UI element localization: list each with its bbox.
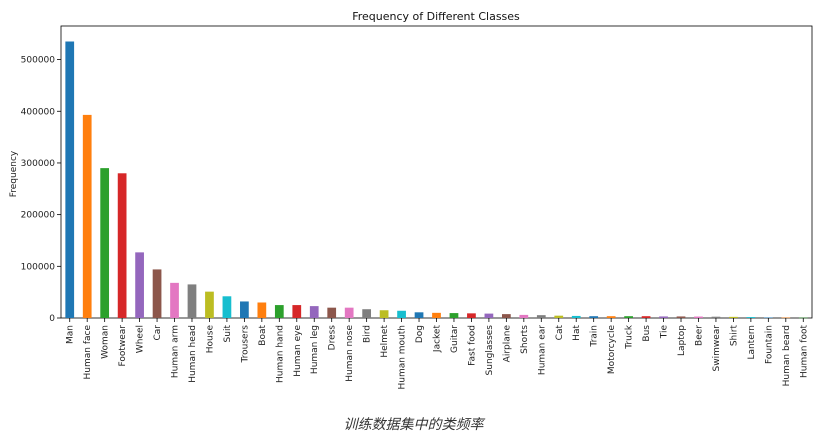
bar: [536, 315, 546, 318]
bar: [624, 316, 633, 318]
bar: [379, 310, 389, 318]
x-tick-label: Footwear: [118, 325, 128, 367]
bar: [746, 317, 756, 318]
x-tick-label: Beer: [694, 325, 704, 346]
bar: [414, 312, 424, 318]
bar: [240, 301, 249, 318]
x-tick-label: Guitar: [450, 325, 460, 353]
x-tick-label: Human mouth: [398, 325, 408, 390]
y-tick-label: 200000: [21, 211, 56, 221]
x-tick-label: Fountain: [764, 325, 774, 364]
bar: [344, 307, 354, 318]
bar: [362, 309, 372, 318]
x-tick-label: Bus: [642, 325, 652, 342]
x-tick-label: Wheel: [136, 325, 146, 353]
x-tick-label: Boat: [258, 325, 268, 346]
bar: [205, 291, 214, 318]
y-axis-label: Frequency: [9, 150, 19, 197]
x-tick-label: Truck: [625, 324, 635, 350]
bar: [467, 313, 476, 318]
bar: [729, 316, 738, 318]
x-tick-label: Dog: [415, 325, 425, 343]
bar: [449, 313, 459, 318]
x-tick-label: Trousers: [240, 325, 250, 364]
bar: [187, 284, 197, 318]
x-tick-label: House: [205, 325, 215, 354]
y-tick-label: 100000: [21, 262, 56, 272]
bar: [589, 316, 599, 318]
bar: [397, 310, 406, 318]
y-tick-label: 400000: [21, 107, 56, 117]
x-tick-label: Shorts: [520, 325, 530, 354]
bar: [484, 313, 494, 318]
x-tick-label: Sunglasses: [485, 325, 495, 376]
x-tick-label: Train: [590, 325, 600, 348]
x-tick-label: Man: [66, 325, 76, 344]
bar: [711, 316, 721, 318]
x-tick-label: Airplane: [502, 325, 512, 363]
bar: [571, 315, 581, 318]
x-tick-label: Human leg: [310, 325, 320, 374]
x-tick-label: Helmet: [380, 325, 390, 358]
axes-frame: [60, 25, 813, 319]
x-tick-label: Fast food: [467, 325, 477, 366]
x-tick-label: Human hand: [275, 325, 285, 383]
bar: [309, 306, 319, 318]
bar: [554, 315, 564, 318]
x-tick-label: Bird: [363, 325, 373, 343]
x-tick-label: Woman: [101, 325, 111, 359]
chart-title: Frequency of Different Classes: [352, 10, 520, 23]
y-tick-label: 300000: [21, 159, 56, 169]
x-tick-label: Lantern: [747, 325, 757, 360]
x-tick-label: Car: [153, 325, 163, 341]
bar: [432, 312, 441, 318]
bar: [152, 269, 162, 318]
x-tick-label: Hat: [572, 325, 582, 341]
bar: [170, 282, 179, 318]
bar: [641, 316, 651, 318]
x-tick-label: Jacket: [433, 325, 443, 354]
x-tick-label: Tie: [660, 325, 670, 340]
bar: [327, 307, 337, 318]
x-tick-label: Suit: [223, 325, 233, 343]
bar: [694, 316, 703, 318]
plot-area: 0 100000 200000 300000 400000 500000 Man Human …: [21, 25, 813, 390]
x-tick-label: Cat: [555, 325, 565, 341]
bar: [659, 316, 668, 318]
x-tick-label: Human ear: [537, 325, 547, 375]
x-tick-label: Human eye: [293, 325, 303, 377]
x-tick-label: Human head: [188, 325, 198, 383]
bar: [82, 114, 92, 319]
x-tick-label: Swimwear: [712, 325, 722, 372]
x-tick-label: Human arm: [171, 325, 181, 378]
x-tick-label: Shirt: [729, 325, 739, 347]
bar: [274, 305, 284, 318]
y-tick-label: 0: [49, 314, 55, 324]
bar: [763, 317, 773, 318]
bar: [781, 317, 791, 319]
bar: [222, 296, 232, 318]
x-tick-label: Human beard: [782, 325, 792, 386]
x-tick-label: Human foot: [799, 325, 809, 379]
bar: [65, 41, 75, 318]
x-tick-label: Dress: [328, 325, 338, 351]
bar: [676, 316, 686, 318]
figure-caption: 训练数据集中的类频率: [343, 417, 484, 433]
bar: [117, 173, 127, 318]
x-tick-label: Laptop: [677, 325, 687, 356]
y-tick-label: 500000: [21, 56, 56, 66]
bar: [257, 302, 267, 318]
bar: [501, 314, 511, 318]
x-tick-label: Human nose: [345, 325, 355, 382]
bar-chart: 0 100000 200000 300000 400000 500000 Man Human …: [9, 10, 813, 390]
bar: [135, 252, 144, 318]
x-tick-label: Motorcycle: [607, 325, 617, 375]
x-tick-label: Human face: [83, 325, 93, 380]
bar: [519, 314, 529, 318]
bar: [606, 316, 616, 318]
bar: [100, 168, 110, 318]
bar: [292, 305, 302, 318]
bar: [798, 317, 808, 319]
